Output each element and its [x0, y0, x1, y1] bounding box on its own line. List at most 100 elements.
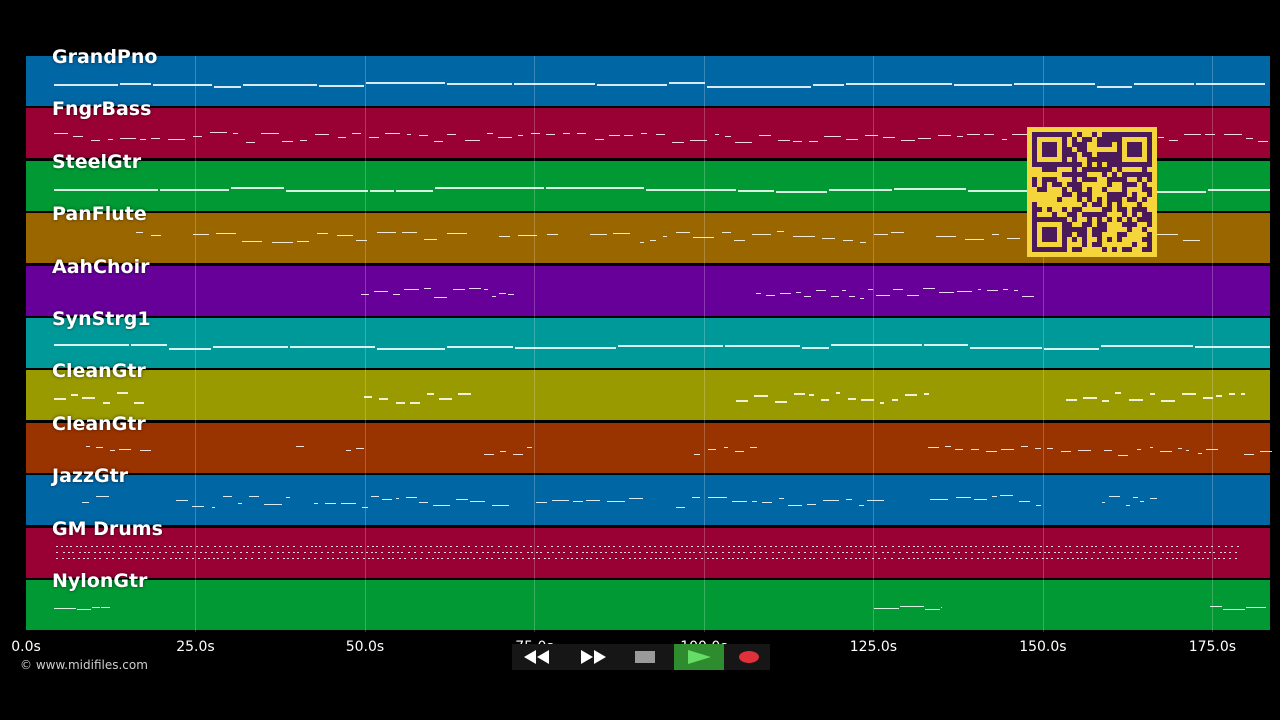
note-mark [830, 551, 833, 553]
note-mark [1114, 545, 1117, 547]
note-mark [689, 140, 707, 142]
note-mark [246, 142, 255, 144]
note-mark [546, 234, 558, 236]
note-mark [1244, 453, 1255, 455]
note-mark [572, 501, 583, 503]
note-mark [672, 142, 684, 144]
note-mark [883, 137, 895, 139]
note-mark [435, 545, 438, 547]
note-mark [1012, 134, 1029, 136]
note-mark [415, 557, 418, 559]
note-mark [434, 186, 545, 189]
note-mark [1005, 551, 1008, 553]
note-mark [722, 557, 725, 559]
note-mark [802, 347, 830, 349]
note-mark [1108, 545, 1111, 547]
note-mark [140, 139, 146, 141]
note-mark [395, 498, 400, 500]
note-mark [165, 551, 168, 553]
note-mark [924, 609, 940, 610]
note-mark [1058, 551, 1061, 553]
record-button[interactable] [724, 644, 774, 670]
note-mark [677, 551, 680, 553]
note-mark [420, 545, 423, 547]
note-mark [356, 545, 359, 547]
note-mark [868, 551, 871, 553]
note-mark [1218, 545, 1221, 547]
note-mark [576, 551, 579, 553]
note-mark [753, 395, 768, 398]
note-mark [1078, 449, 1091, 451]
note-mark [214, 86, 242, 88]
note-mark [794, 393, 805, 396]
note-mark [1104, 449, 1113, 451]
note-mark [314, 557, 317, 559]
note-mark [297, 551, 300, 553]
note-mark [222, 496, 232, 498]
note-mark [878, 557, 881, 559]
note-mark [676, 545, 679, 547]
stop-icon [635, 651, 655, 663]
note-mark [180, 551, 183, 553]
note-mark [628, 551, 631, 553]
note-mark [1051, 545, 1054, 547]
note-mark [582, 545, 585, 547]
note-mark [912, 545, 915, 547]
note-mark [764, 551, 767, 553]
note-mark [72, 136, 83, 138]
note-mark [1236, 545, 1239, 547]
note-mark [1036, 557, 1039, 559]
note-mark [392, 551, 395, 553]
note-mark [1067, 557, 1070, 559]
note-mark [361, 293, 369, 295]
note-mark [444, 545, 447, 547]
note-mark [546, 134, 555, 136]
note-mark [848, 398, 856, 401]
note-mark [608, 135, 621, 137]
note-mark [859, 505, 864, 507]
note-mark [1182, 393, 1196, 396]
note-mark [94, 551, 97, 553]
note-mark [109, 449, 115, 451]
note-mark [934, 557, 937, 559]
note-mark [1149, 393, 1155, 396]
note-mark [258, 545, 261, 547]
note-mark [727, 557, 730, 559]
note-mark [54, 398, 67, 401]
note-mark [447, 346, 514, 348]
note-mark [192, 506, 204, 508]
time-tick-label: 125.0s [849, 639, 898, 655]
note-mark [457, 393, 472, 396]
track-name: PanFlute [52, 203, 147, 226]
note-mark [599, 545, 602, 547]
note-mark [1135, 557, 1138, 559]
note-mark [733, 545, 736, 547]
note-mark [1219, 551, 1222, 553]
note-mark [965, 557, 968, 559]
note-mark [905, 394, 917, 397]
note-mark [737, 551, 740, 553]
fast-forward-button[interactable] [568, 644, 618, 670]
note-mark [117, 557, 120, 559]
rewind-button[interactable] [512, 644, 562, 670]
note-mark [1120, 551, 1123, 553]
note-mark [941, 551, 944, 553]
note-mark [408, 551, 411, 553]
track-name: GrandPno [52, 46, 158, 68]
note-mark [227, 551, 230, 553]
note-mark [722, 545, 725, 547]
note-mark [124, 557, 127, 559]
note-mark [341, 557, 344, 559]
note-mark [971, 557, 974, 559]
note-mark [1085, 545, 1088, 547]
note-mark [706, 545, 709, 547]
note-mark [926, 551, 929, 553]
play-button[interactable] [674, 644, 724, 670]
note-mark [890, 557, 893, 559]
note-mark [973, 499, 988, 501]
stop-button[interactable] [620, 644, 670, 670]
note-mark [638, 545, 641, 547]
note-mark [1246, 138, 1253, 140]
note-mark [1080, 551, 1083, 553]
note-mark [1223, 609, 1245, 610]
